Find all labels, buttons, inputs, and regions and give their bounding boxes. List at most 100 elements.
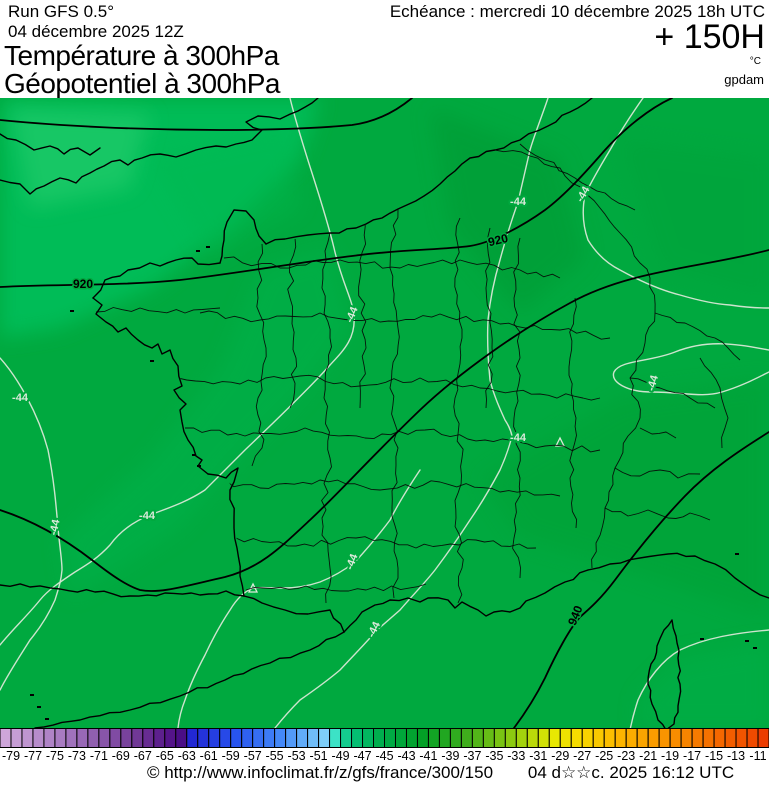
scale-label: -75 <box>46 749 64 763</box>
scale-cell <box>54 728 67 748</box>
coastline-path <box>0 133 101 156</box>
scale-cell <box>603 728 616 748</box>
color-scale <box>0 728 769 748</box>
scale-cell <box>614 728 627 748</box>
forecast-valid-time: Echéance : mercredi 10 décembre 2025 18h… <box>389 2 765 21</box>
scale-cell <box>274 728 287 748</box>
border-path <box>321 232 332 604</box>
scale-cell <box>21 728 34 748</box>
scale-cell <box>482 728 495 748</box>
scale-cell <box>307 728 320 748</box>
scale-label: -59 <box>222 749 240 763</box>
scale-cell <box>10 728 23 748</box>
scale-cell <box>98 728 111 748</box>
scale-cell <box>438 728 451 748</box>
scale-label: -29 <box>551 749 569 763</box>
scale-label: -63 <box>178 749 196 763</box>
coastlines <box>0 97 769 731</box>
page-title-temperature: Température à 300hPa <box>4 40 279 71</box>
scale-label: -45 <box>375 749 393 763</box>
scale-cell <box>405 728 418 748</box>
scale-label: -51 <box>310 749 328 763</box>
coastline-path <box>0 583 245 598</box>
scale-cell <box>351 728 364 748</box>
scale-label: -49 <box>332 749 350 763</box>
scale-cell <box>504 728 517 748</box>
scale-cell <box>219 728 232 748</box>
coastline-path <box>207 467 245 597</box>
border-path <box>494 149 656 569</box>
scale-cell <box>175 728 188 748</box>
island-mark <box>30 694 34 696</box>
scale-cell <box>263 728 276 748</box>
scale-label: -65 <box>156 749 174 763</box>
border-path <box>614 467 701 479</box>
border-path <box>287 237 298 409</box>
scale-cell <box>230 728 243 748</box>
border-path <box>512 237 521 579</box>
copyright-url: © http://www.infoclimat.fr/z/gfs/france/… <box>146 763 494 782</box>
scale-label: -71 <box>90 749 108 763</box>
scale-label: -57 <box>244 749 262 763</box>
scale-cell <box>208 728 221 748</box>
scale-cell <box>285 728 298 748</box>
island-mark <box>753 647 757 649</box>
scale-label: -37 <box>463 749 481 763</box>
scale-cell <box>340 728 353 748</box>
map-area: 920 920 940 -44 -44 -44 -44 -44 -44 -44 -44 -44 -44 <box>0 97 769 731</box>
scale-cell <box>65 728 78 748</box>
scale-cell <box>109 728 122 748</box>
border-path <box>485 227 494 409</box>
island-mark <box>70 310 74 312</box>
color-scale-labels: -79 -77 -75 -73 -71 -69 -67 -65 -63 -61 -59 -57 -55-… <box>0 748 769 764</box>
border-path <box>245 583 427 592</box>
coastline-path <box>219 209 267 264</box>
scale-label: -19 <box>661 749 679 763</box>
scale-cell <box>252 728 265 748</box>
scale-cell <box>471 728 484 748</box>
contour-label: -44 <box>12 392 29 404</box>
border-path <box>699 357 729 449</box>
scale-cell <box>416 728 429 748</box>
scale-cell <box>373 728 386 748</box>
coastline-path <box>34 631 345 729</box>
island-mark <box>45 718 49 720</box>
scale-cell <box>142 728 155 748</box>
scale-label: -55 <box>266 749 284 763</box>
scale-label: -31 <box>529 749 547 763</box>
scale-cell <box>680 728 693 748</box>
border-path <box>199 310 611 340</box>
border-path <box>223 256 561 279</box>
page-title-geopotential: Géopotentiel à 300hPa <box>4 68 280 99</box>
scale-label: -79 <box>2 749 20 763</box>
scale-cell <box>296 728 309 748</box>
coastline-path <box>243 595 345 633</box>
coastline-path <box>265 97 593 245</box>
scale-cell <box>362 728 375 748</box>
coastline-path <box>343 569 589 633</box>
island-mark <box>735 553 739 555</box>
scale-cell <box>76 728 89 748</box>
contour-label: 920 <box>487 231 510 250</box>
scale-label: -13 <box>727 749 745 763</box>
scale-cell <box>384 728 396 748</box>
scale-cell <box>559 728 572 748</box>
scale-cell <box>427 728 440 748</box>
scale-cell <box>318 728 331 748</box>
border-path <box>185 427 601 453</box>
island-mark <box>700 638 704 640</box>
scale-cell <box>537 728 550 748</box>
border-path <box>453 217 464 604</box>
scale-cell <box>153 728 166 748</box>
scale-cell <box>702 728 715 748</box>
border-path <box>95 307 221 314</box>
unit-geopotential: gpdam <box>724 72 764 87</box>
island-mark <box>37 706 41 708</box>
generation-timestamp: 04 d☆☆c. 2025 16:12 UTC <box>527 763 735 782</box>
scale-cell <box>636 728 649 748</box>
run-model-label: Run GFS 0.5° <box>8 2 115 21</box>
scale-cell <box>394 728 407 748</box>
border-path <box>568 297 578 529</box>
